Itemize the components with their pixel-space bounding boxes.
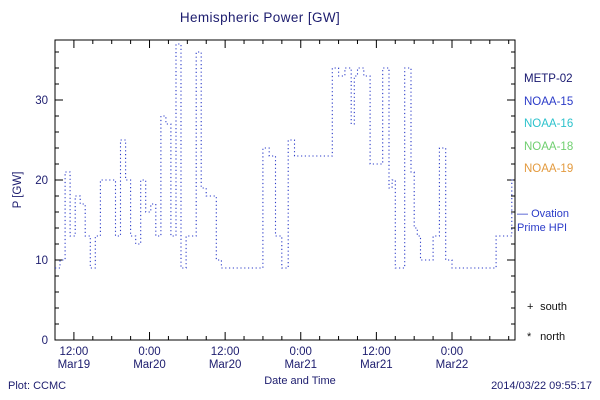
y-tick-label: 0 (42, 335, 48, 347)
timestamp: 2014/03/22 09:55:17 (491, 380, 592, 392)
south-label: south (540, 301, 567, 313)
north-label: north (540, 331, 566, 343)
plot-frame (54, 39, 516, 341)
ovation-legend: — Ovation Prime HPI (517, 207, 569, 235)
ovation-legend-line1: — Ovation (517, 207, 569, 221)
ovation-label-2: Prime HPI (517, 222, 568, 234)
legend-item-noaa18: NOAA-18 (524, 140, 573, 163)
x-tick-time-label: 12:00 (60, 346, 89, 358)
legend-label-noaa18: NOAA-18 (524, 140, 574, 153)
x-tick-time-label: 12:00 (362, 346, 391, 358)
x-tick-time-label: 0:00 (290, 346, 312, 358)
x-tick-date-label: Mar21 (284, 359, 317, 371)
y-tick-label: 10 (35, 255, 48, 267)
hpi-step-line (55, 43, 515, 269)
asterisk-marker-icon: * (527, 331, 532, 343)
ovation-label-1: Ovation (531, 208, 569, 220)
x-tick-date-label: Mar22 (436, 359, 469, 371)
chart-title: Hemispheric Power [GW] (179, 10, 341, 25)
satellite-legend: METP-02 NOAA-15 NOAA-16 NOAA-18 NOAA-19 (524, 72, 573, 185)
plot-credit: Plot: CCMC (8, 380, 67, 392)
south-marker-note: + south (527, 301, 567, 313)
x-tick-date-label: Mar19 (58, 359, 91, 371)
x-tick-date-label: Mar20 (209, 359, 242, 371)
legend-label-noaa16: NOAA-16 (524, 118, 574, 130)
legend-item-noaa16: NOAA-16 (524, 117, 573, 140)
x-axis-title: Date and Time (264, 375, 336, 387)
line-sample-marker: — (517, 208, 528, 220)
y-tick-label: 20 (35, 175, 48, 187)
legend-item-noaa19: NOAA-19 (524, 162, 573, 185)
legend-label-noaa19: NOAA-19 (524, 163, 574, 175)
x-tick-time-label: 0:00 (441, 346, 463, 358)
plus-marker-icon: + (527, 301, 534, 313)
y-tick-label: 30 (35, 95, 48, 107)
legend-label-metp02: METP-02 (524, 73, 573, 85)
legend-item-metp02: METP-02 (524, 72, 573, 95)
legend-item-noaa15: NOAA-15 (524, 95, 573, 118)
x-tick-date-label: Mar21 (360, 359, 393, 371)
north-marker-note: * north (527, 331, 565, 343)
x-tick-time-label: 0:00 (138, 346, 160, 358)
x-tick-time-label: 12:00 (211, 346, 240, 358)
legend-label-noaa15: NOAA-15 (524, 95, 574, 108)
x-tick-date-label: Mar20 (133, 359, 166, 371)
